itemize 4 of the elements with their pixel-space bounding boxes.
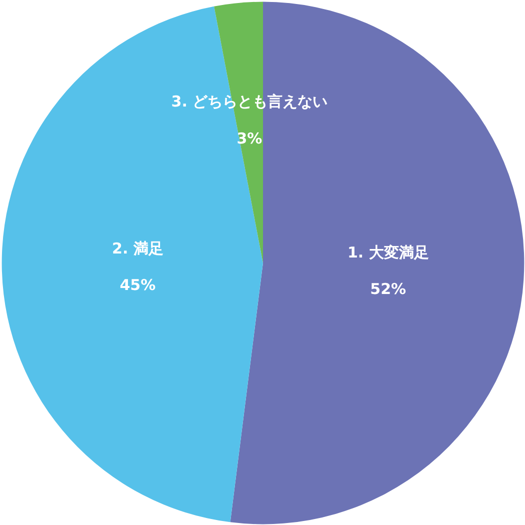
data-label: 52% <box>370 280 406 298</box>
slice-label: 2. 満足 <box>112 240 164 258</box>
slice-label: 1. 大変満足 <box>347 244 429 262</box>
data-label: 45% <box>120 276 156 294</box>
